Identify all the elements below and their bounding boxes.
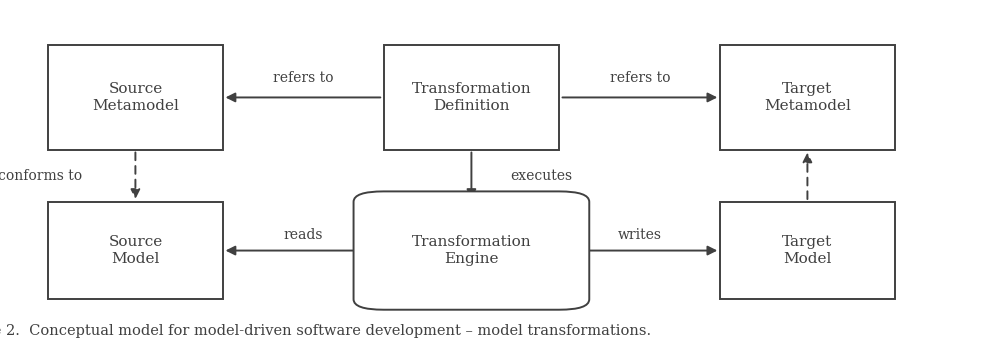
Text: writes: writes [617, 228, 661, 242]
Text: reads: reads [283, 228, 323, 242]
FancyBboxPatch shape [383, 45, 558, 150]
Text: Source
Metamodel: Source Metamodel [92, 82, 178, 112]
FancyBboxPatch shape [353, 191, 588, 310]
Text: refers to: refers to [609, 71, 669, 85]
Text: refers to: refers to [273, 71, 333, 85]
FancyBboxPatch shape [48, 202, 223, 299]
Text: executes: executes [510, 169, 572, 183]
Text: conforms to: conforms to [0, 169, 82, 183]
FancyBboxPatch shape [719, 202, 895, 299]
FancyBboxPatch shape [719, 45, 895, 150]
FancyBboxPatch shape [48, 45, 223, 150]
Text: Target
Metamodel: Target Metamodel [764, 82, 850, 112]
Text: Source
Model: Source Model [108, 236, 162, 266]
Text: Figure 2.  Conceptual model for model-driven software development – model transf: Figure 2. Conceptual model for model-dri… [0, 324, 650, 338]
Text: Target
Model: Target Model [782, 236, 832, 266]
Text: Transformation
Definition: Transformation Definition [411, 82, 531, 112]
Text: Transformation
Engine: Transformation Engine [411, 236, 531, 266]
